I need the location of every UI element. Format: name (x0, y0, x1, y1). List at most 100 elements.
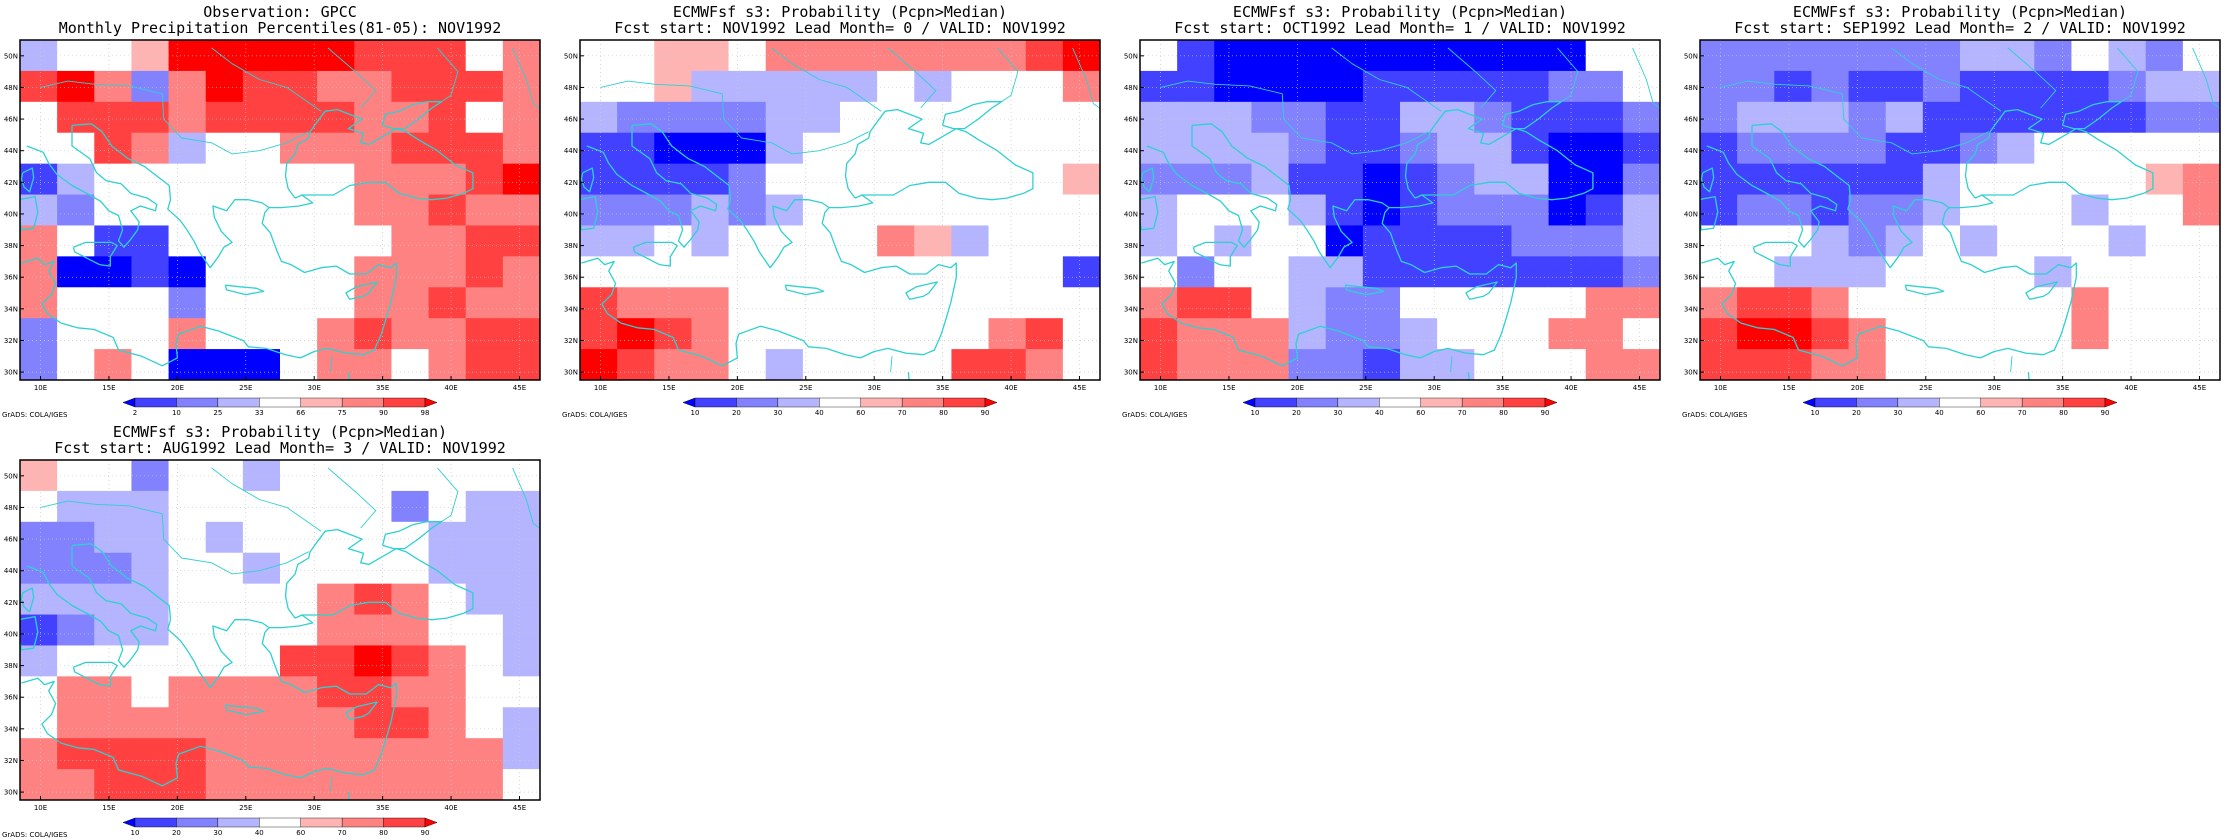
grid-cell (168, 287, 207, 319)
graticule (20, 460, 540, 800)
lat-tick-label: 50N (564, 52, 578, 60)
grid-cell (1737, 349, 1775, 381)
coastline (1904, 284, 1945, 296)
grid-cell (1700, 70, 1738, 103)
grid-cell (1885, 349, 1924, 381)
grid-cell (280, 132, 318, 165)
grid-cell (1251, 40, 1289, 72)
grid-cell (1774, 256, 1812, 288)
lon-tick-label: 30E (1988, 384, 2001, 392)
river-line (2007, 47, 2057, 109)
colorbar-box (1461, 397, 1504, 408)
colorbar-label: 75 (338, 409, 347, 417)
grid-cell (168, 194, 207, 226)
grid-cell (20, 490, 58, 523)
grid-cell (1774, 40, 1812, 72)
grid-cell (465, 256, 504, 288)
grid-cell (280, 287, 318, 319)
coastline (20, 167, 35, 193)
colorbar-label: 10 (1251, 409, 1260, 417)
grid-cell (802, 225, 841, 257)
map-frame (19, 459, 541, 801)
grid-cell (1737, 194, 1775, 226)
grid-cell (1062, 101, 1101, 134)
colorbar-box (176, 817, 219, 828)
grid-cell (691, 132, 729, 165)
grid-cell (2182, 287, 2221, 319)
grid-cell (654, 194, 692, 226)
river-line (1632, 47, 1660, 110)
grid-cell (280, 318, 318, 350)
grid-cell (1700, 349, 1738, 381)
grid-cell (354, 101, 392, 134)
colorbar-box (943, 397, 986, 408)
grid-cell (1737, 70, 1775, 103)
river-line (512, 467, 540, 530)
colorbar-label: 10 (172, 409, 181, 417)
grid-cell (465, 707, 504, 739)
lon-tick-label: 40E (444, 804, 457, 812)
grid-cell (988, 256, 1027, 288)
grid-cell (391, 521, 429, 554)
lat-tick-label: 44N (1684, 147, 1698, 155)
colorbar-label: 30 (1333, 409, 1342, 417)
lon-tick-label: 15E (102, 384, 115, 392)
grid-cell (617, 101, 655, 134)
grid-cell (1700, 40, 1738, 72)
grid-cell (1362, 318, 1401, 350)
lat-tick-label: 36N (4, 694, 18, 702)
grid-cell (242, 460, 281, 492)
grid-cell (2071, 40, 2109, 72)
grid-cell (280, 521, 318, 554)
grid-cell (1511, 349, 1549, 381)
grid-cell (1922, 318, 1961, 350)
grid-cell (354, 287, 392, 319)
colorbar-label: 30 (773, 409, 782, 417)
precip-cells (580, 40, 1101, 381)
grid-cell (654, 40, 692, 72)
grid-cell (465, 645, 504, 677)
lat-tick-label: 42N (564, 179, 578, 187)
colorbar: 2 10 25 33 66 75 90 98 (122, 397, 438, 417)
grid-cell (1214, 194, 1252, 226)
grid-cell (1140, 194, 1178, 226)
lat-tick-label: 30N (1684, 369, 1698, 377)
coastline (1752, 241, 1798, 267)
grid-cell (1177, 101, 1215, 134)
grid-cell (502, 70, 541, 103)
grid-cell (2071, 225, 2109, 257)
grid-cell (20, 738, 58, 770)
grid-cell (2071, 349, 2109, 381)
lat-tick-label: 40N (564, 210, 578, 218)
coastline (1146, 125, 1278, 248)
grid-cell (654, 318, 692, 350)
coastline (284, 108, 474, 201)
grid-cell (802, 163, 841, 195)
grid-cell (57, 194, 95, 226)
grid-cell (205, 490, 244, 523)
grid-cell (951, 349, 989, 381)
lon-tick-label: 15E (1782, 384, 1795, 392)
grid-cell (654, 349, 692, 381)
grid-cell (1548, 256, 1587, 288)
grid-cell (502, 552, 541, 585)
grid-cell (2108, 256, 2147, 288)
grid-cell (354, 645, 392, 677)
grid-cell (1511, 318, 1549, 350)
colorbar-box (901, 397, 944, 408)
grid-cell (877, 70, 915, 103)
colorbar-box (259, 817, 301, 828)
grid-cell (1288, 256, 1327, 288)
grid-cell (617, 318, 655, 350)
grid-cell (1362, 70, 1401, 103)
grid-cell (131, 460, 169, 492)
grid-cell (1325, 70, 1364, 103)
coastline (381, 521, 443, 550)
grid-cell (2145, 349, 2184, 381)
grid-cell (1474, 132, 1512, 165)
lat-tick-label: 48N (1124, 84, 1138, 92)
grid-cell (280, 707, 318, 739)
colorbar-max-triangle (424, 397, 438, 408)
grid-cell (280, 490, 318, 523)
grid-cell (1700, 101, 1738, 134)
